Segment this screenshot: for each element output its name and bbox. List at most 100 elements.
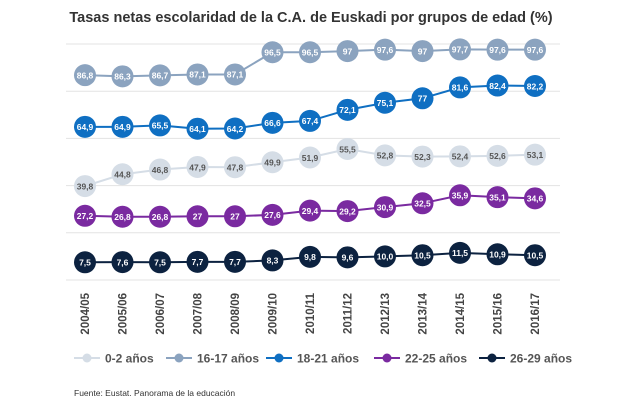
data-label-18-21-a-os: 82,4 bbox=[489, 81, 506, 91]
data-label-26-29-a-os: 7,7 bbox=[192, 257, 204, 267]
data-label-22-25-a-os: 29,2 bbox=[339, 206, 356, 216]
data-label-22-25-a-os: 35,9 bbox=[452, 191, 469, 201]
x-tick-label: 2004/05 bbox=[80, 292, 92, 334]
data-label-16-17-a-os: 86,8 bbox=[77, 70, 94, 80]
data-point-0-2-a-os bbox=[224, 156, 246, 179]
data-label-22-25-a-os: 27,2 bbox=[77, 211, 94, 221]
data-point-16-17-a-os bbox=[374, 38, 396, 61]
data-label-18-21-a-os: 65,5 bbox=[152, 121, 169, 131]
data-point-18-21-a-os bbox=[374, 91, 396, 114]
data-point-0-2-a-os bbox=[411, 145, 434, 168]
data-point-26-29-a-os bbox=[299, 245, 321, 268]
data-label-22-25-a-os: 27 bbox=[193, 212, 203, 222]
data-point-22-25-a-os bbox=[261, 203, 284, 226]
legend-label-26-29-a-os: 26-29 años bbox=[510, 352, 572, 366]
data-point-22-25-a-os bbox=[299, 199, 321, 222]
data-point-18-21-a-os bbox=[299, 109, 321, 132]
data-label-16-17-a-os: 97,6 bbox=[489, 45, 506, 55]
data-label-26-29-a-os: 10,5 bbox=[527, 251, 544, 261]
data-label-16-17-a-os: 97,7 bbox=[452, 45, 469, 55]
data-point-26-29-a-os bbox=[149, 251, 171, 274]
data-label-16-17-a-os: 96,5 bbox=[302, 48, 319, 58]
data-label-22-25-a-os: 27,6 bbox=[264, 210, 281, 220]
data-label-22-25-a-os: 35,1 bbox=[489, 192, 506, 202]
data-point-0-2-a-os bbox=[74, 175, 96, 198]
data-label-0-2-a-os: 47,8 bbox=[227, 162, 244, 172]
x-tick-label: 2011/12 bbox=[343, 293, 355, 334]
data-point-16-17-a-os bbox=[299, 41, 321, 64]
data-point-22-25-a-os bbox=[224, 205, 246, 228]
data-point-0-2-a-os bbox=[336, 138, 359, 161]
data-label-16-17-a-os: 87,1 bbox=[189, 70, 206, 80]
data-label-18-21-a-os: 77 bbox=[418, 94, 428, 104]
data-point-26-29-a-os bbox=[411, 244, 434, 267]
x-tick-label: 2014/15 bbox=[455, 292, 467, 334]
data-point-16-17-a-os bbox=[449, 38, 471, 61]
data-point-16-17-a-os bbox=[111, 65, 134, 88]
data-point-18-21-a-os bbox=[74, 115, 96, 138]
x-tick-label: 2008/09 bbox=[230, 293, 242, 335]
data-point-18-21-a-os bbox=[524, 75, 546, 98]
x-tick-label: 2010/11 bbox=[305, 292, 317, 334]
legend: 0-2 años 16-17 años 18-21 años 22-25 años 26… bbox=[74, 352, 572, 366]
data-point-18-21-a-os bbox=[261, 111, 284, 134]
data-label-0-2-a-os: 39,8 bbox=[77, 181, 94, 191]
x-tick-label: 2007/08 bbox=[193, 292, 205, 334]
data-label-18-21-a-os: 82,2 bbox=[527, 81, 544, 91]
data-point-22-25-a-os bbox=[374, 196, 396, 219]
x-tick-label: 2005/06 bbox=[118, 293, 130, 335]
data-point-0-2-a-os bbox=[261, 151, 284, 174]
legend-label-22-25-a-os: 22-25 años bbox=[405, 352, 467, 366]
data-label-0-2-a-os: 52,6 bbox=[489, 151, 506, 161]
data-point-16-17-a-os bbox=[336, 40, 359, 63]
data-point-16-17-a-os bbox=[224, 63, 246, 86]
x-tick-label: 2015/16 bbox=[493, 293, 505, 335]
data-point-0-2-a-os bbox=[186, 155, 209, 178]
data-label-18-21-a-os: 64,1 bbox=[189, 124, 206, 134]
legend-label-0-2-a-os: 0-2 años bbox=[105, 352, 154, 366]
data-point-26-29-a-os bbox=[224, 250, 246, 273]
data-point-26-29-a-os bbox=[111, 251, 134, 274]
data-point-18-21-a-os bbox=[449, 76, 471, 99]
data-label-26-29-a-os: 11,5 bbox=[452, 248, 468, 258]
data-point-22-25-a-os bbox=[449, 184, 471, 207]
data-point-22-25-a-os bbox=[111, 205, 134, 228]
data-label-22-25-a-os: 30,9 bbox=[377, 202, 394, 212]
data-label-0-2-a-os: 44,8 bbox=[114, 170, 131, 180]
data-point-18-21-a-os bbox=[411, 87, 434, 110]
data-label-22-25-a-os: 26,8 bbox=[152, 212, 169, 222]
data-label-0-2-a-os: 47,9 bbox=[189, 162, 206, 172]
data-label-18-21-a-os: 64,2 bbox=[227, 124, 244, 134]
legend-marker-26-29-a-os bbox=[487, 353, 497, 363]
data-label-22-25-a-os: 26,8 bbox=[114, 212, 131, 222]
data-label-26-29-a-os: 8,3 bbox=[267, 256, 279, 266]
data-point-16-17-a-os bbox=[186, 63, 209, 86]
data-label-0-2-a-os: 49,9 bbox=[264, 158, 281, 168]
data-point-26-29-a-os bbox=[374, 245, 396, 268]
data-label-0-2-a-os: 52,3 bbox=[414, 152, 431, 162]
data-label-0-2-a-os: 52,4 bbox=[452, 152, 469, 162]
data-point-22-25-a-os bbox=[149, 205, 171, 228]
x-tick-label: 2016/17 bbox=[530, 293, 542, 335]
source-note: Fuente: Eustat. Panorama de la educación bbox=[74, 388, 235, 398]
data-label-18-21-a-os: 67,4 bbox=[302, 116, 319, 126]
data-point-16-17-a-os bbox=[149, 64, 171, 87]
data-label-18-21-a-os: 64,9 bbox=[114, 122, 131, 132]
data-label-26-29-a-os: 7,5 bbox=[79, 258, 91, 268]
data-label-16-17-a-os: 97,6 bbox=[377, 45, 394, 55]
legend-label-16-17-a-os: 16-17 años bbox=[197, 352, 259, 366]
data-point-22-25-a-os bbox=[74, 204, 96, 227]
data-label-26-29-a-os: 9,6 bbox=[342, 253, 354, 263]
data-point-26-29-a-os bbox=[74, 251, 96, 274]
data-label-0-2-a-os: 53,1 bbox=[527, 150, 544, 160]
x-tick-label: 2013/14 bbox=[418, 292, 430, 334]
data-label-16-17-a-os: 96,5 bbox=[264, 48, 281, 58]
legend-marker-16-17-a-os bbox=[174, 353, 184, 363]
data-label-18-21-a-os: 72,1 bbox=[339, 105, 356, 115]
data-label-18-21-a-os: 66,6 bbox=[264, 118, 281, 128]
data-point-22-25-a-os bbox=[524, 187, 546, 210]
data-point-22-25-a-os bbox=[486, 186, 509, 209]
data-label-22-25-a-os: 29,4 bbox=[302, 206, 319, 216]
data-label-18-21-a-os: 75,1 bbox=[377, 98, 394, 108]
data-point-0-2-a-os bbox=[524, 143, 546, 166]
